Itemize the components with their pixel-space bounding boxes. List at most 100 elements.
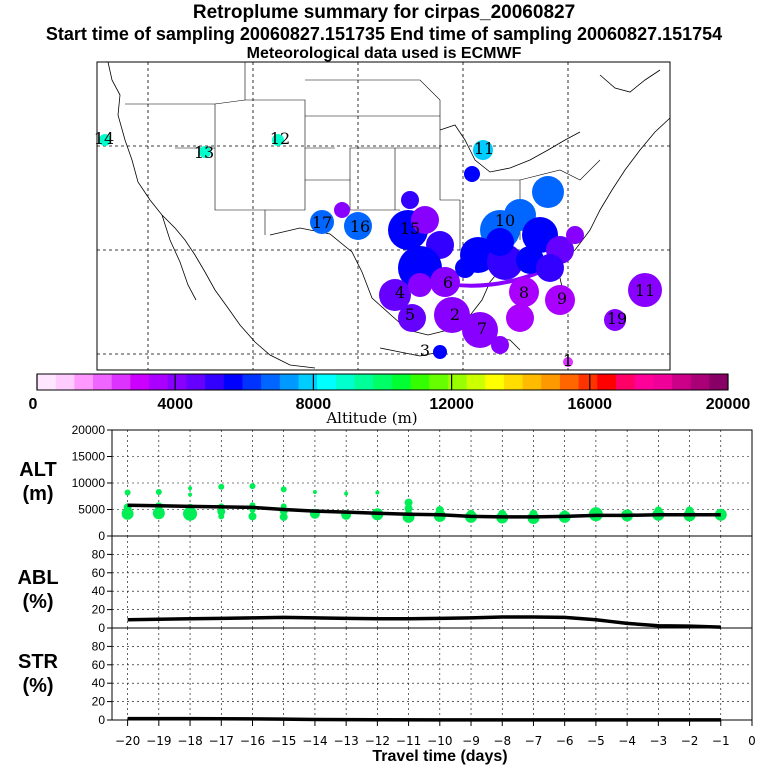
map-time-label: 12 — [270, 129, 290, 148]
panel-frame — [111, 627, 753, 721]
alt-axis-label: ALT (m) — [8, 458, 68, 506]
x-tick-label: −12 — [365, 734, 390, 748]
x-tick-label: −13 — [333, 734, 358, 748]
x-tick-label: −9 — [462, 734, 480, 748]
x-tick-label: −16 — [240, 734, 265, 748]
x-tick-label: −8 — [493, 734, 511, 748]
alt-point — [188, 486, 193, 491]
x-tick-label: −10 — [427, 734, 452, 748]
x-tick-label: −15 — [271, 734, 296, 748]
plume-cluster — [434, 297, 470, 333]
plume-cluster — [272, 134, 284, 146]
y-tick-label: 40 — [92, 676, 106, 690]
alt-point — [279, 512, 288, 521]
alt-point — [124, 489, 131, 496]
alt-point — [465, 510, 478, 523]
y-tick-label: 40 — [92, 584, 106, 598]
alt-point — [218, 513, 225, 520]
x-tick-label: −20 — [115, 734, 140, 748]
plume-cluster — [566, 226, 584, 244]
sampling-times: Start time of sampling 20060827.151735 E… — [45, 24, 723, 44]
alt-point — [183, 506, 198, 521]
plume-cluster — [462, 312, 498, 348]
plume-cluster — [491, 336, 509, 354]
alt-point — [402, 510, 415, 523]
y-tick-label: 80 — [92, 639, 106, 653]
y-tick-label: 80 — [92, 547, 106, 561]
y-tick-label: 0 — [98, 621, 105, 635]
alt-panel: 0 5000 10000 15000 20000 — [72, 423, 753, 543]
alt-point — [186, 503, 195, 512]
map-time-label: 1 — [563, 351, 573, 370]
plume-cluster — [310, 210, 334, 234]
alt-point — [152, 507, 165, 520]
alt-point — [685, 506, 694, 515]
x-tick-label: −7 — [525, 734, 543, 748]
plume-cluster — [604, 309, 626, 331]
alt-point — [561, 510, 568, 517]
map-time-label: 17 — [312, 213, 332, 232]
plume-cluster — [430, 267, 460, 297]
map-time-label: 6 — [443, 273, 453, 292]
alt-point — [280, 503, 287, 510]
alt-point — [467, 509, 476, 518]
alt-point — [218, 483, 225, 490]
x-tick-label: 0 — [748, 734, 756, 748]
alt-point — [529, 509, 538, 518]
map-time-label: 7 — [477, 319, 487, 338]
alt-point — [683, 509, 696, 522]
map-time-label: 5 — [405, 305, 415, 324]
x-tick-label: −3 — [649, 734, 667, 748]
map-time-label: 11 — [635, 281, 655, 300]
plume-cluster — [408, 273, 432, 297]
y-tick-label: 0 — [98, 529, 105, 543]
colorbar-label: Altitude (m) — [325, 409, 417, 427]
alt-point — [404, 498, 413, 507]
plume-cluster — [455, 258, 475, 278]
x-axis-label: Travel time (days) — [372, 748, 508, 765]
alt-point — [154, 502, 163, 511]
str-label: STR (%) — [18, 651, 58, 697]
y-tick-label: 20000 — [72, 423, 106, 437]
alt-point — [435, 506, 444, 515]
x-tick-label: −18 — [177, 734, 202, 748]
map-time-label: 10 — [495, 211, 515, 230]
map-frame — [96, 61, 671, 371]
alt-point — [527, 511, 540, 524]
alt-point — [249, 483, 256, 490]
alt-point — [155, 489, 162, 496]
alt-point — [496, 511, 509, 524]
y-tick-label: 20 — [92, 695, 106, 709]
alt-point — [375, 490, 380, 495]
map-time-label: 15 — [400, 219, 420, 238]
alt-point — [279, 507, 288, 516]
alt-point — [621, 509, 634, 522]
map-time-label: 4 — [395, 283, 405, 302]
plume-cluster — [334, 202, 350, 218]
plume-cluster — [199, 146, 211, 158]
y-tick-label: 0 — [98, 713, 105, 727]
alt-point — [217, 507, 226, 516]
str-series-line — [127, 716, 721, 722]
y-tick-label: 60 — [92, 566, 106, 580]
plume-cluster — [99, 134, 111, 146]
alt-label: ALT (m) — [19, 459, 57, 505]
alt-point — [218, 503, 225, 510]
plume-clusters — [99, 134, 662, 367]
alt-point — [249, 507, 256, 514]
alt-point — [371, 508, 384, 521]
alt-point — [309, 508, 320, 519]
alt-point — [404, 504, 413, 513]
x-tick-label: −2 — [681, 734, 699, 748]
plume-cluster — [379, 279, 411, 311]
str-axis-label: STR (%) — [8, 650, 68, 698]
x-tick-label: −14 — [302, 734, 327, 748]
plume-cluster — [563, 357, 573, 367]
panel-frame — [111, 535, 753, 629]
x-tick-label: −1 — [712, 734, 730, 748]
panel-frame — [111, 429, 753, 537]
x-tick-label: −11 — [396, 734, 421, 748]
alt-point — [249, 502, 256, 509]
